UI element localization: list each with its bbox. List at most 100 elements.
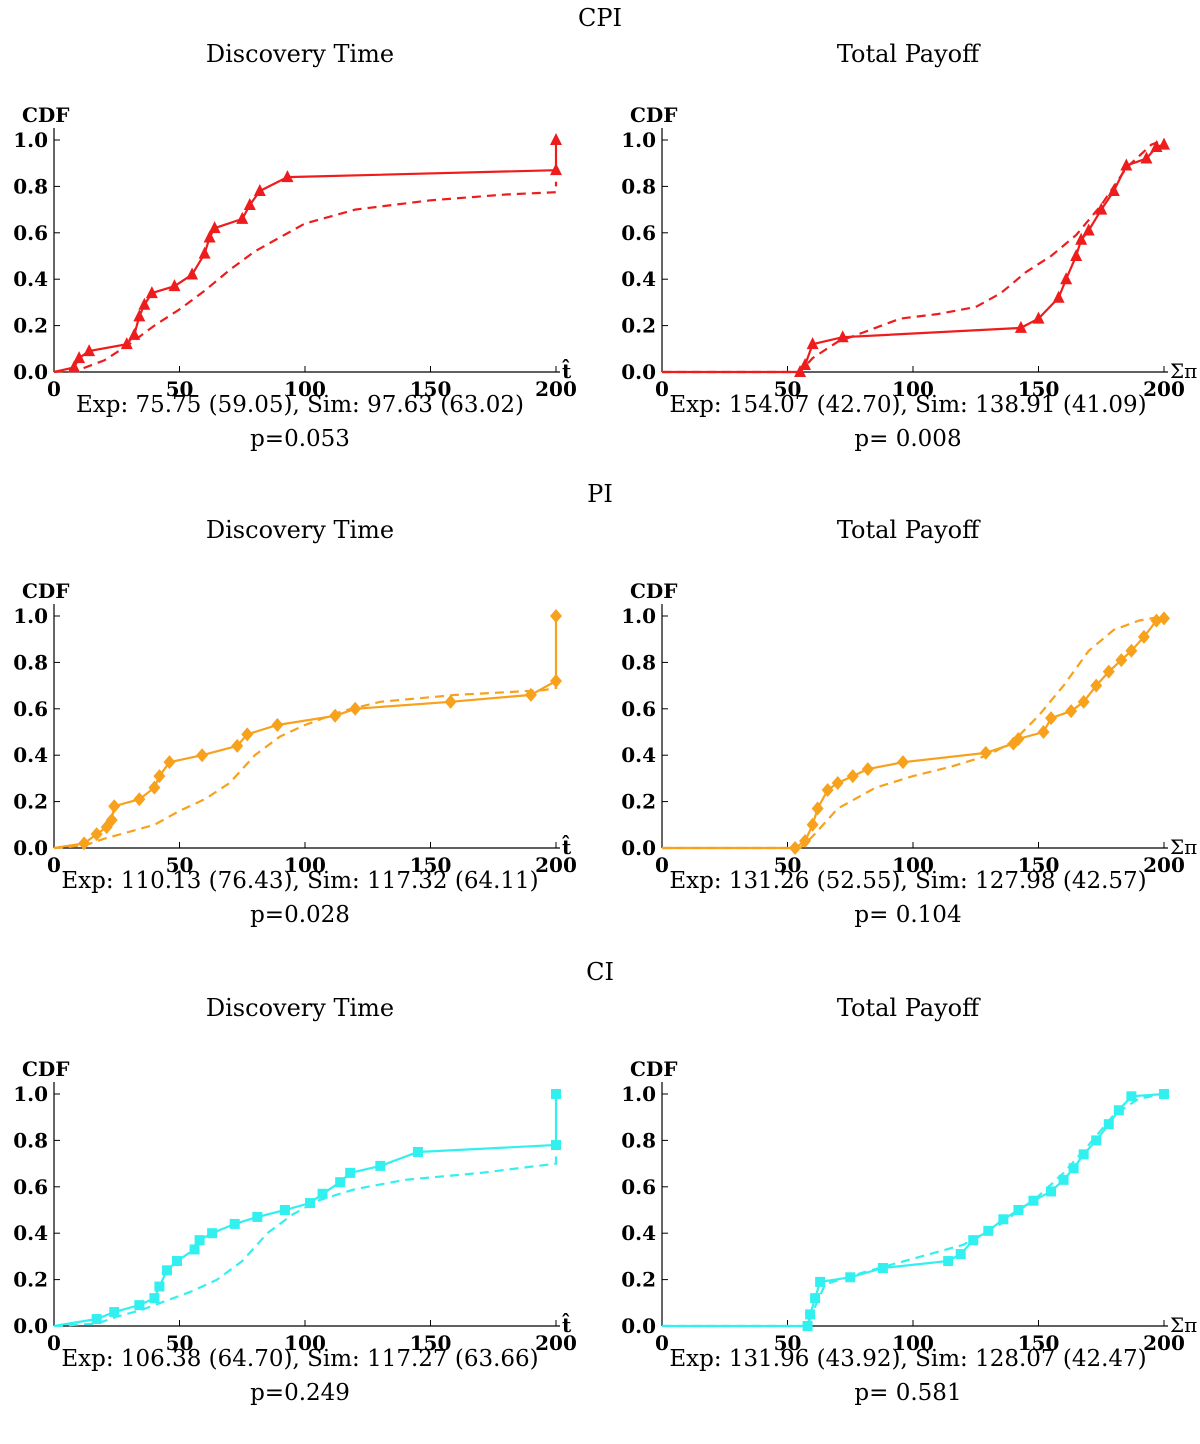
y-tick-label: 1.0: [621, 1082, 656, 1106]
y-tick-label: 0.6: [13, 1175, 48, 1199]
data-point-marker: [105, 813, 118, 828]
cdf-plot: 0.0 0.2 0.4 0.6 0.8 1.0 0 50 100 150 200 CDF t̂: [13, 103, 577, 401]
data-point-marker: [1082, 223, 1095, 236]
discovery-time-panel: Discovery Time 0.0 0.2 0.4 0.6 0.8 1.0 0 50 100 15…: [0, 40, 600, 490]
data-point-marker: [1126, 1091, 1137, 1102]
data-point-marker: [161, 1265, 172, 1276]
data-point-marker: [154, 1281, 165, 1292]
data-point-marker: [83, 344, 96, 357]
summary-stats: Exp: 110.13 (76.43), Sim: 117.32 (64.11): [61, 868, 539, 894]
cdf-plot: 0.0 0.2 0.4 0.6 0.8 1.0 0 50 100 150 200 CDF t̂: [13, 579, 577, 877]
y-tick-label: 0.8: [13, 650, 48, 674]
y-tick-label: 0.8: [13, 174, 48, 198]
x-tick-label: 0: [47, 1331, 61, 1355]
data-point-marker: [90, 827, 103, 842]
data-point-marker: [252, 1211, 263, 1222]
data-point-marker: [1125, 643, 1138, 658]
y-axis-label: CDF: [630, 1057, 677, 1081]
y-tick-label: 0.6: [13, 221, 48, 245]
p-value: p=0.053: [250, 426, 350, 452]
data-point-marker: [168, 279, 181, 292]
data-point-marker: [133, 309, 146, 322]
data-point-marker: [1012, 731, 1025, 746]
x-tick-label: 100: [892, 377, 934, 401]
data-point-marker: [805, 1309, 816, 1320]
data-point-marker: [877, 1263, 888, 1273]
x-tick-label: 0: [47, 377, 61, 401]
data-point-marker: [153, 769, 166, 784]
data-point-marker: [134, 1300, 145, 1311]
y-axis-label: CDF: [22, 579, 69, 603]
y-tick-label: 0.6: [621, 221, 656, 245]
experimental-cdf-line: [662, 617, 1165, 850]
treatment-title: CPI: [578, 4, 622, 32]
p-value: p=0.249: [250, 1380, 350, 1406]
panel-title: Discovery Time: [205, 40, 395, 68]
simulated-cdf-line: [53, 1152, 558, 1328]
total-payoff-panel: Total Payoff 0.0 0.2 0.4 0.6 0.8 1.0 0 50 100 150 2…: [608, 994, 1200, 1444]
y-tick-label: 0.0: [13, 836, 48, 860]
data-point-marker: [943, 1256, 954, 1267]
data-point-marker: [815, 1276, 826, 1287]
treatment-title: PI: [587, 480, 613, 508]
data-point-marker: [1070, 249, 1083, 261]
y-tick-label: 0.8: [13, 1128, 48, 1152]
x-tick-label: 200: [535, 1331, 577, 1355]
y-axis-label: CDF: [630, 579, 677, 603]
p-value: p= 0.104: [854, 902, 962, 928]
data-point-marker: [189, 1244, 200, 1255]
data-point-marker: [1091, 1135, 1102, 1146]
y-tick-label: 0.0: [13, 360, 48, 384]
x-axis-label: t̂: [562, 1311, 572, 1337]
data-point-marker: [78, 836, 91, 851]
experimental-cdf-line: [662, 1092, 1165, 1328]
x-tick-label: 100: [284, 853, 326, 877]
data-point-marker: [148, 780, 161, 795]
data-point-marker: [1014, 320, 1027, 333]
data-point-marker: [550, 609, 562, 623]
discovery-time-panel: Discovery Time 0.0 0.2 0.4 0.6 0.8 1.0 0 50 100 15…: [0, 516, 600, 966]
simulated-cdf-line: [662, 1092, 1165, 1328]
cdf-plot: 0.0 0.2 0.4 0.6 0.8 1.0 0 50 100 150 200 CDF Σπ: [621, 579, 1197, 877]
data-point-marker: [149, 1293, 160, 1304]
simulated-cdf-line: [662, 138, 1165, 374]
x-axis-label: Σπ: [1170, 1313, 1197, 1337]
y-tick-label: 0.4: [13, 267, 48, 291]
data-point-marker: [1060, 272, 1073, 285]
data-point-marker: [1102, 664, 1115, 679]
y-axis-label: CDF: [22, 1057, 69, 1081]
data-point-marker: [109, 1307, 120, 1318]
y-tick-label: 0.4: [621, 743, 656, 767]
data-point-marker: [1077, 694, 1090, 709]
data-point-marker: [806, 817, 819, 832]
x-tick-label: 200: [1143, 1331, 1185, 1355]
data-point-marker: [1158, 611, 1170, 626]
data-point-marker: [789, 841, 802, 855]
data-point-marker: [1075, 232, 1088, 245]
data-point-marker: [1037, 725, 1050, 739]
data-point-marker: [861, 762, 874, 777]
data-point-marker: [1090, 678, 1103, 693]
data-point-marker: [1045, 711, 1058, 726]
x-tick-label: 50: [774, 1331, 802, 1355]
y-tick-label: 0.6: [621, 1175, 656, 1199]
y-tick-label: 1.0: [13, 604, 48, 628]
data-point-marker: [799, 834, 812, 849]
data-point-marker: [145, 286, 158, 299]
y-tick-label: 0.2: [13, 790, 48, 814]
y-tick-label: 0.4: [13, 1221, 48, 1245]
y-tick-label: 0.0: [621, 836, 656, 860]
cdf-plot: 0.0 0.2 0.4 0.6 0.8 1.0 0 50 100 150 200 CDF Σπ: [621, 103, 1197, 401]
x-tick-label: 200: [535, 377, 577, 401]
y-tick-label: 0.4: [13, 743, 48, 767]
data-point-marker: [799, 358, 812, 371]
data-point-marker: [1103, 1119, 1114, 1130]
data-point-marker: [1107, 184, 1120, 197]
x-tick-label: 0: [47, 853, 61, 877]
simulated-cdf-line: [53, 676, 558, 850]
data-point-marker: [317, 1188, 328, 1199]
data-point-marker: [1113, 1105, 1124, 1116]
data-point-marker: [412, 1147, 423, 1157]
panel-title: Total Payoff: [836, 994, 980, 1022]
y-axis-label: CDF: [630, 103, 677, 127]
